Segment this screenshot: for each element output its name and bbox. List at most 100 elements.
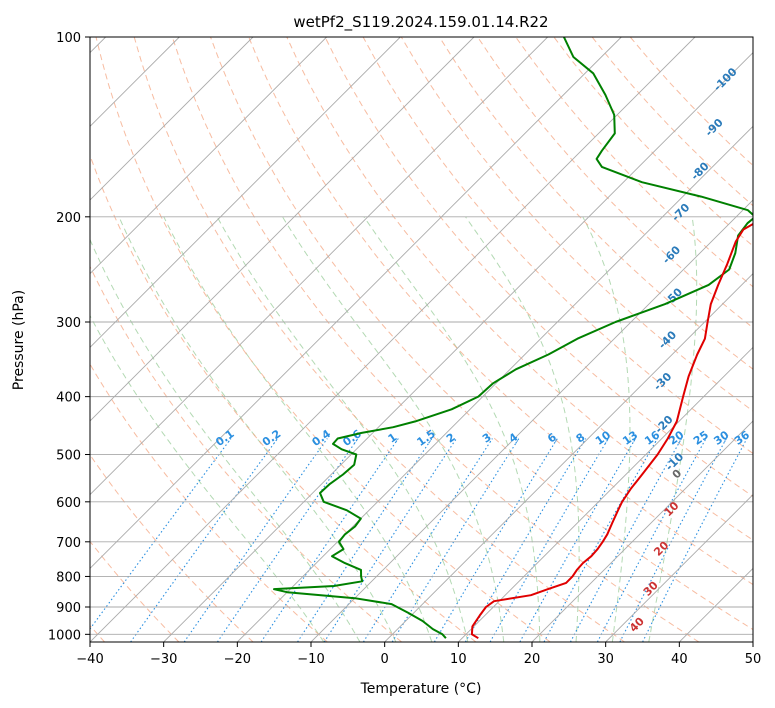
mixing-ratio-line [362, 438, 493, 642]
mixing-ratio-line [596, 438, 707, 642]
dry-adiabat-line [515, 37, 753, 288]
isotherm-label: -60 [660, 243, 683, 266]
isotherm-label: -100 [711, 65, 740, 94]
isotherms [90, 37, 753, 642]
y-tick-label: 600 [56, 496, 81, 511]
x-tick-label: −20 [224, 652, 251, 667]
mixing-ratio-line [391, 438, 520, 642]
dry-adiabat-line [477, 37, 753, 329]
isotherm-line [90, 37, 548, 496]
isotherm-line [752, 641, 753, 642]
moist-adiabat-line [163, 216, 433, 642]
x-tick-label: −30 [150, 652, 177, 667]
dry-adiabat-line [591, 37, 753, 207]
x-tick-label: 40 [671, 652, 688, 667]
mixing-ratio-label: 36 [732, 428, 752, 448]
mixing-ratio-label: 0.1 [213, 427, 236, 449]
dry-adiabat-line [171, 37, 700, 642]
moist-adiabat-line [282, 216, 505, 642]
mixing-ratio-label: 6 [545, 430, 559, 445]
mixing-ratio-label: 0.2 [260, 427, 283, 449]
mixing-ratio-line [619, 438, 727, 642]
x-tick-label: −40 [76, 652, 103, 667]
moist-adiabat-line [582, 216, 631, 642]
isotherm-line [90, 37, 254, 201]
y-tick-label: 200 [56, 211, 81, 226]
pressure-gridlines [90, 37, 753, 635]
mixing-ratio-line [260, 438, 399, 642]
isotherm-label: -90 [703, 116, 726, 139]
temperature-profile-line [470, 222, 753, 640]
dry-adiabat-line [438, 37, 753, 370]
isotherm-line [310, 199, 753, 642]
isotherm-label: -30 [651, 370, 674, 393]
dry-adiabat-line [324, 37, 753, 498]
mixing-ratio-line [543, 438, 658, 642]
moist-adiabat-line [363, 216, 541, 642]
isotherm-line [90, 37, 475, 422]
mixing-ratio-label: 13 [620, 428, 640, 447]
y-tick-label: 1000 [48, 628, 81, 643]
y-axis-label: Pressure (hPa) [11, 290, 27, 390]
dry-adiabat-line [90, 453, 254, 642]
y-tick-label: 300 [56, 316, 81, 331]
y-tick-label: 700 [56, 536, 81, 551]
moist-adiabat-line [465, 216, 580, 642]
isotherm-line [531, 420, 753, 642]
x-tick-label: −10 [297, 652, 324, 667]
mixing-ratio-label: 3 [480, 431, 494, 446]
dry-adiabat-line [362, 37, 753, 455]
x-tick-label: 50 [745, 652, 762, 667]
mixing-ratio-line [323, 438, 457, 642]
mixing-ratio-line [90, 438, 232, 630]
moist-adiabat-line [118, 216, 397, 642]
isotherm-line [90, 37, 327, 275]
dry-adiabat-line [90, 153, 477, 642]
line-labels: 0.1 0.2 0.4 0.6 1 1.5 2 3 4 6 8 10 13 16 20 25 30 36-100-… [213, 65, 752, 635]
y-tick-label: 400 [56, 391, 81, 406]
chart-title: wetPf2_S119.2024.159.01.14.R22 [293, 13, 548, 32]
moist-adiabat-label: 30 [641, 578, 661, 598]
dry-adiabat-line [248, 37, 753, 586]
y-axis-ticks: 100 200 300 400 500 600 700 800 900 1000 [48, 31, 90, 643]
isotherm-line [90, 37, 622, 569]
isotherm-label: -40 [656, 328, 679, 351]
isotherm-line [163, 52, 753, 642]
isotherm-line [605, 494, 753, 642]
moist-adiabat-line [216, 216, 469, 642]
zero-label: 0 [670, 467, 685, 482]
isotherm-line [237, 125, 753, 642]
x-axis-ticks: −40 −30 −20 −10 0 10 20 30 40 50 [76, 642, 761, 667]
dry-adiabat-line [90, 265, 403, 642]
dry-adiabat-line [210, 37, 753, 631]
mixing-ratio-label: 25 [691, 428, 711, 447]
y-tick-label: 100 [56, 31, 81, 46]
mixing-ratio-line [433, 438, 558, 642]
dry-adiabats [90, 37, 753, 642]
isotherm-label: -70 [669, 201, 692, 224]
isotherm-line [384, 273, 753, 642]
mixing-ratio-label: 1 [386, 431, 400, 446]
x-tick-label: 0 [381, 652, 389, 667]
mixing-ratio-line [642, 438, 748, 642]
moist-adiabat-line [90, 238, 361, 642]
dewpoint-profile-line [273, 37, 753, 639]
isotherm-label: -80 [688, 159, 711, 182]
mixing-ratio-label: 2 [444, 431, 458, 446]
isotherm-line [90, 37, 401, 348]
moist-adiabat-line [90, 314, 325, 642]
isotherm-line [679, 567, 753, 642]
moist-adiabat-line [648, 216, 698, 642]
mixing-ratio-label: 1.5 [414, 427, 437, 449]
y-tick-label: 900 [56, 601, 81, 616]
mixing-ratio-label: 8 [574, 431, 588, 446]
x-axis-label: Temperature (°C) [360, 681, 482, 697]
plot-frame [89, 36, 754, 643]
x-tick-label: 30 [597, 652, 614, 667]
y-tick-label: 500 [56, 449, 81, 464]
mixing-ratio-line [183, 438, 328, 642]
mixing-ratio-line [519, 438, 636, 642]
mixing-ratio-label: 0.4 [310, 427, 334, 449]
dry-adiabat-line [286, 37, 753, 541]
